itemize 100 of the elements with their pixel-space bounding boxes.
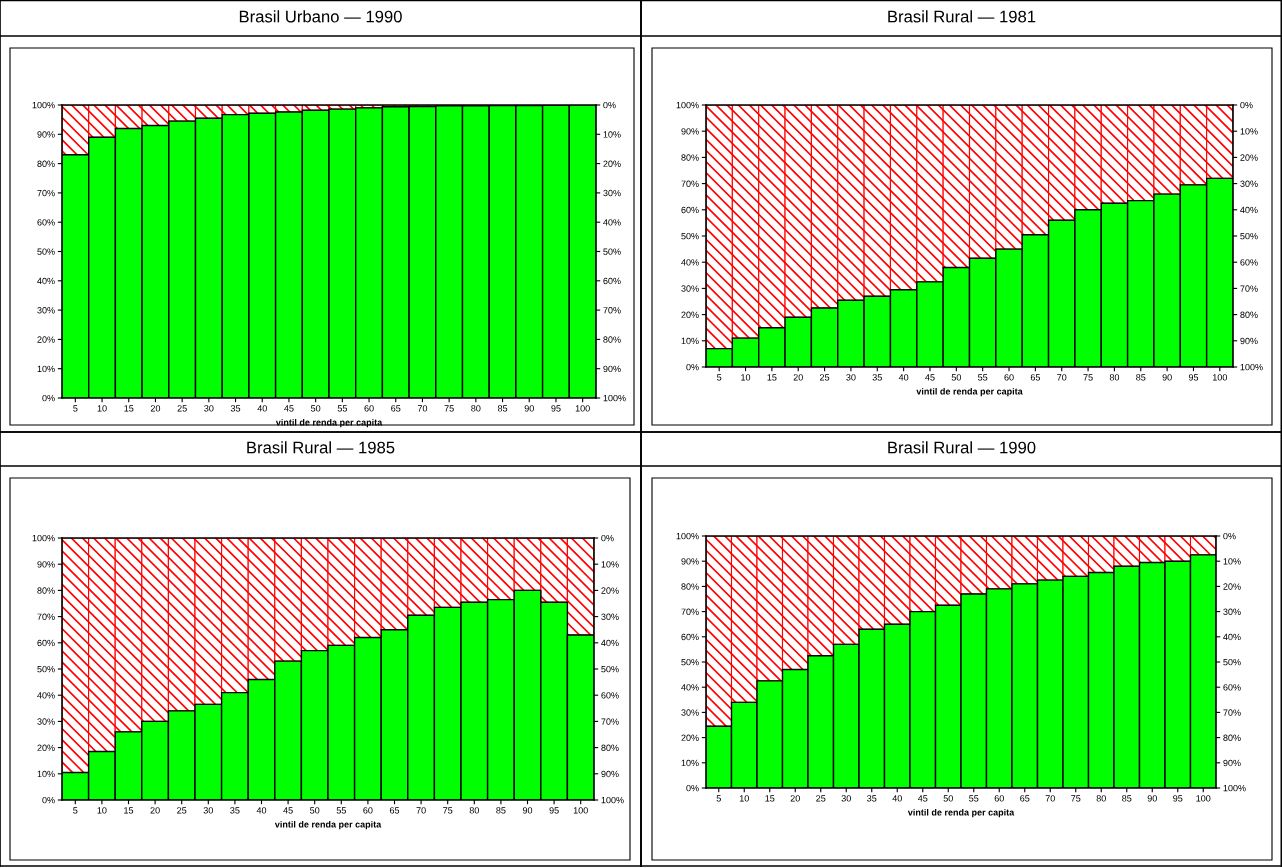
- x-tick-label: 25: [816, 795, 826, 802]
- x-tick-label: 35: [867, 795, 877, 802]
- x-tick-label: 65: [389, 807, 400, 814]
- y2-tick-label: 90%: [601, 770, 619, 778]
- y-tick-label: 0%: [42, 394, 55, 402]
- x-tick-label: 55: [336, 807, 346, 814]
- x-tick-label: 65: [391, 405, 401, 412]
- x-tick-label: 30: [841, 795, 851, 802]
- y2-tick-label: 30%: [1240, 180, 1258, 187]
- y2-tick-label: 100%: [603, 394, 626, 402]
- x-tick-label: 90: [1147, 795, 1157, 802]
- y-tick-label: 10%: [37, 365, 55, 373]
- x-tick-label: 40: [256, 807, 267, 814]
- x-axis-title: vintil de renda per capita: [274, 820, 382, 830]
- x-tick-label: 100: [1212, 374, 1227, 381]
- x-tick-label: 95: [551, 405, 561, 412]
- y-tick-label: 70%: [681, 608, 699, 615]
- x-tick-label: 45: [917, 795, 928, 802]
- x-tick-label: 45: [284, 405, 294, 412]
- y-tick-label: 40%: [681, 684, 699, 691]
- y-tick-label: 30%: [681, 285, 699, 292]
- x-tick-label: 90: [524, 405, 534, 412]
- x-tick-label: 10: [97, 807, 107, 814]
- x-tick-label: 75: [1083, 374, 1093, 381]
- x-tick-label: 65: [1020, 795, 1030, 802]
- y2-tick-label: 30%: [1223, 608, 1241, 615]
- x-tick-label: 65: [1030, 374, 1041, 381]
- y2-tick-label: 100%: [1240, 363, 1263, 371]
- y2-tick-label: 50%: [1223, 658, 1241, 666]
- y2-tick-label: 90%: [603, 365, 621, 373]
- y-tick-label: 90%: [681, 558, 699, 565]
- y-tick-label: 100%: [676, 532, 699, 540]
- x-tick-label: 60: [994, 795, 1004, 802]
- y2-tick-label: 10%: [1240, 128, 1258, 135]
- x-tick-label: 35: [230, 405, 241, 412]
- y2-tick-label: 0%: [1223, 532, 1236, 540]
- chart-title: Brasil Rural — 1981: [888, 10, 1036, 23]
- x-tick-label: 30: [203, 807, 213, 814]
- y2-tick-label: 10%: [1223, 558, 1241, 565]
- x-tick-label: 95: [549, 807, 559, 814]
- y-tick-label: 90%: [37, 131, 55, 138]
- y-tick-label: 10%: [681, 759, 699, 767]
- y2-tick-label: 100%: [601, 796, 624, 804]
- y2-tick-label: 70%: [1240, 285, 1258, 292]
- chart-title: Brasil Urbano — 1990: [239, 10, 402, 23]
- x-tick-label: 15: [124, 405, 134, 412]
- x-tick-label: 45: [925, 374, 935, 381]
- y-tick-label: 20%: [37, 336, 55, 343]
- y-tick-label: 100%: [32, 101, 55, 109]
- y2-tick-label: 80%: [603, 336, 621, 343]
- x-tick-label: 60: [364, 405, 374, 412]
- x-axis-title: vintil de renda per capita: [907, 808, 1015, 818]
- x-tick-label: 15: [765, 795, 775, 802]
- x-tick-label: 50: [310, 807, 320, 814]
- x-tick-label: 70: [416, 807, 426, 814]
- x-tick-label: 35: [230, 807, 240, 814]
- x-tick-label: 60: [363, 807, 373, 814]
- x-tick-label: 70: [417, 405, 428, 412]
- x-tick-label: 75: [444, 405, 454, 412]
- y2-tick-label: 50%: [601, 665, 619, 673]
- x-tick-label: 5: [716, 795, 721, 802]
- x-tick-label: 85: [1136, 374, 1146, 381]
- y2-tick-label: 60%: [603, 277, 621, 285]
- x-tick-label: 85: [497, 405, 508, 412]
- y2-tick-label: 70%: [603, 307, 621, 314]
- y2-tick-label: 10%: [601, 561, 619, 568]
- y-tick-label: 10%: [37, 770, 55, 778]
- x-tick-label: 30: [846, 374, 856, 381]
- x-tick-label: 55: [969, 795, 979, 802]
- x-tick-label: 60: [1004, 374, 1014, 381]
- x-axis-title: vintil de renda per capita: [275, 418, 383, 428]
- y2-tick-label: 50%: [1240, 232, 1258, 240]
- x-tick-label: 50: [310, 405, 321, 412]
- x-tick-label: 45: [283, 807, 293, 814]
- x-tick-label: 70: [1057, 374, 1067, 381]
- x-tick-label: 25: [177, 807, 187, 814]
- y-tick-label: 30%: [37, 307, 55, 314]
- x-tick-label: 50: [951, 374, 961, 381]
- y-tick-label: 10%: [681, 337, 699, 345]
- y-tick-label: 20%: [37, 744, 55, 751]
- y-tick-label: 50%: [681, 658, 699, 666]
- y2-tick-label: 90%: [1223, 759, 1241, 767]
- x-tick-label: 95: [1173, 795, 1183, 802]
- y-tick-label: 80%: [37, 160, 55, 167]
- x-tick-label: 85: [496, 807, 506, 814]
- x-tick-label: 5: [73, 807, 78, 814]
- y-tick-label: 60%: [37, 219, 55, 226]
- y2-tick-label: 70%: [601, 718, 619, 725]
- y2-tick-label: 80%: [1223, 734, 1241, 741]
- x-tick-label: 95: [1188, 374, 1199, 381]
- y2-tick-label: 0%: [601, 534, 614, 542]
- y-tick-label: 20%: [681, 734, 699, 741]
- y-tick-label: 50%: [37, 665, 55, 673]
- y2-tick-label: 100%: [1223, 784, 1246, 792]
- x-tick-label: 5: [73, 405, 78, 412]
- x-tick-label: 30: [204, 405, 214, 412]
- x-tick-label: 40: [257, 405, 267, 412]
- x-tick-label: 40: [892, 795, 902, 802]
- y2-tick-label: 80%: [601, 744, 619, 751]
- x-tick-label: 50: [943, 795, 953, 802]
